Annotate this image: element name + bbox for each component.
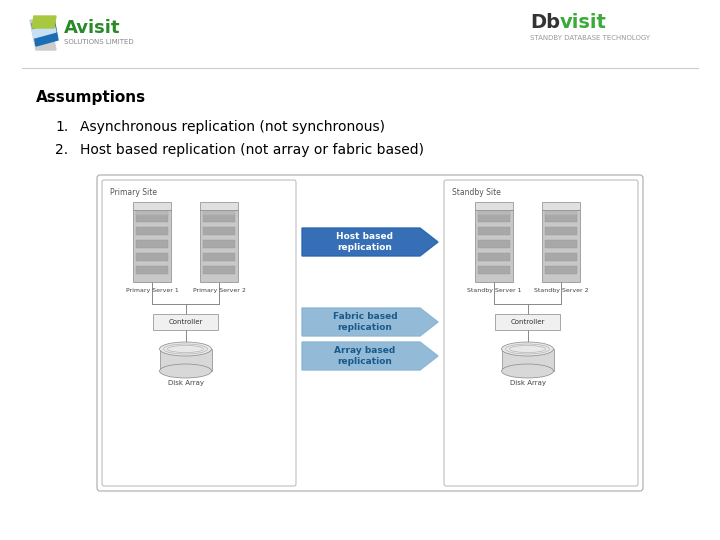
Text: Controller: Controller (510, 319, 545, 325)
Bar (478, 266, 510, 274)
Bar (478, 211, 510, 215)
Text: Asynchronous replication (not synchronous): Asynchronous replication (not synchronou… (80, 120, 385, 134)
Text: Host based
replication: Host based replication (336, 232, 394, 252)
Bar (545, 266, 577, 274)
Text: SOLUTIONS LIMITED: SOLUTIONS LIMITED (64, 39, 134, 45)
Polygon shape (30, 20, 56, 50)
Text: Array based
replication: Array based replication (334, 346, 395, 366)
Bar (545, 214, 577, 222)
Text: 1.: 1. (55, 120, 68, 134)
FancyArrow shape (302, 228, 438, 256)
Text: Fabric based
replication: Fabric based replication (333, 312, 397, 332)
Bar (203, 214, 235, 222)
Bar (478, 214, 510, 222)
Text: Standby Server 2: Standby Server 2 (534, 288, 588, 293)
Text: Avisit: Avisit (64, 19, 120, 37)
Text: Primary Server 2: Primary Server 2 (192, 288, 246, 293)
Bar (203, 227, 235, 235)
Text: Controller: Controller (168, 319, 203, 325)
Bar (475, 210, 513, 282)
Bar (160, 349, 212, 371)
Bar (545, 253, 577, 261)
Bar (200, 202, 238, 210)
Bar (542, 210, 580, 282)
Bar (478, 253, 510, 261)
Text: Assumptions: Assumptions (36, 90, 146, 105)
FancyArrow shape (302, 342, 438, 370)
FancyBboxPatch shape (102, 180, 296, 486)
Text: Primary Server 1: Primary Server 1 (125, 288, 179, 293)
Bar (203, 253, 235, 261)
Bar (203, 266, 235, 274)
Ellipse shape (160, 342, 212, 356)
Bar (545, 240, 577, 248)
FancyBboxPatch shape (97, 175, 643, 491)
Bar (203, 240, 235, 248)
Polygon shape (32, 18, 58, 46)
Bar (153, 314, 218, 330)
Polygon shape (32, 16, 56, 28)
Text: Primary Site: Primary Site (110, 188, 157, 197)
Text: Disk Array: Disk Array (168, 380, 204, 386)
Bar (478, 227, 510, 235)
Text: Db: Db (530, 12, 560, 31)
Ellipse shape (502, 342, 554, 356)
Text: 2.: 2. (55, 143, 68, 157)
Ellipse shape (160, 364, 212, 378)
Bar (136, 253, 168, 261)
Bar (495, 314, 560, 330)
Bar (478, 240, 510, 248)
Text: visit: visit (560, 12, 607, 31)
Bar (502, 349, 554, 371)
Text: Standby Site: Standby Site (452, 188, 501, 197)
Bar (203, 211, 235, 215)
Bar (200, 210, 238, 282)
Bar (545, 227, 577, 235)
Bar (136, 240, 168, 248)
FancyArrow shape (302, 308, 438, 336)
Bar (136, 227, 168, 235)
Bar (475, 202, 513, 210)
Bar (133, 210, 171, 282)
Ellipse shape (502, 364, 554, 378)
FancyBboxPatch shape (444, 180, 638, 486)
Bar (136, 211, 168, 215)
Text: Disk Array: Disk Array (510, 380, 546, 386)
Bar (133, 202, 171, 210)
Bar (136, 266, 168, 274)
Polygon shape (32, 24, 56, 38)
Bar (545, 211, 577, 215)
Text: Standby Server 1: Standby Server 1 (467, 288, 521, 293)
Bar (136, 214, 168, 222)
Bar (542, 202, 580, 210)
Text: Host based replication (not array or fabric based): Host based replication (not array or fab… (80, 143, 424, 157)
Text: STANDBY DATABASE TECHNOLOGY: STANDBY DATABASE TECHNOLOGY (530, 35, 650, 41)
